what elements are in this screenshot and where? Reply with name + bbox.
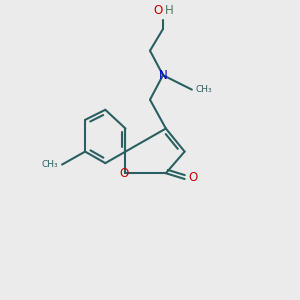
Text: CH₃: CH₃: [41, 160, 58, 169]
Text: O: O: [119, 167, 129, 180]
Text: O: O: [188, 171, 197, 184]
Text: H: H: [165, 4, 174, 17]
Text: CH₃: CH₃: [195, 85, 212, 94]
Text: O: O: [153, 4, 162, 17]
Text: N: N: [159, 69, 167, 82]
